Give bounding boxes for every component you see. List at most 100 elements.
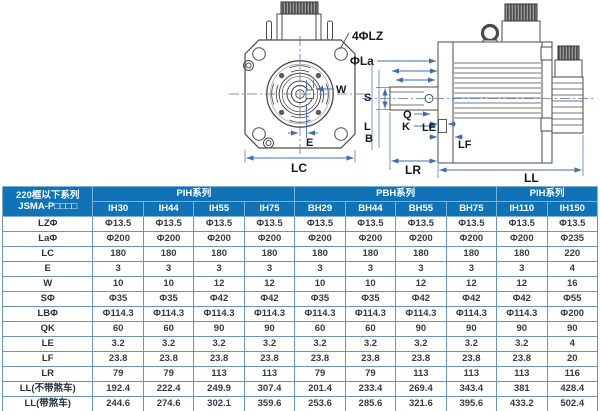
spec-cell: 10 [344, 276, 397, 292]
table-row: LL(不带煞车) 192.4 222.4 249.9 307.4 201.4 233.4 26… [1, 381, 599, 397]
spec-cell: 253.6 [294, 396, 346, 411]
spec-cell: Φ114.3 [294, 306, 346, 322]
spec-cell: Φ13.5 [546, 216, 599, 232]
encoder-housing [551, 76, 584, 134]
series-header: PIH系列 [496, 186, 598, 202]
spec-cell: 116 [546, 366, 599, 382]
dim-label-e: E [306, 137, 313, 149]
spec-table: 220框以下系列 JSMA-P□□□□ PIH系列 PBH系列 PIH系列 IH30 IH4… [1, 186, 599, 411]
spec-cell: 3.2 [243, 336, 296, 352]
spec-cell: 395.6 [445, 396, 498, 411]
spec-cell: 16 [546, 276, 599, 292]
bolt-hole [252, 127, 266, 141]
spec-cell: 60 [344, 321, 397, 337]
row-label: LZΦ [1, 216, 94, 232]
spec-cell: 321.6 [395, 396, 447, 411]
spec-cell: 502.4 [546, 396, 599, 411]
spec-cell: Φ42 [445, 291, 498, 307]
row-label: LR [1, 366, 94, 382]
spec-cell: Φ42 [193, 291, 245, 307]
spec-cell: 10 [92, 276, 144, 292]
spec-cell: 3.2 [92, 336, 144, 352]
spec-cell: 20 [546, 351, 599, 367]
spec-cell: 180 [344, 246, 397, 262]
spec-cell: Φ200 [496, 231, 548, 247]
spec-cell: 90 [243, 321, 296, 337]
dim-label-lf: LF [458, 139, 472, 151]
spec-cell: 201.4 [294, 381, 346, 397]
spec-cell: Φ13.5 [395, 216, 447, 232]
spec-cell: 12 [243, 276, 296, 292]
spec-cell: 3.2 [496, 336, 548, 352]
spec-cell: 79 [344, 366, 397, 382]
spec-cell: Φ114.3 [243, 306, 296, 322]
bolt-hole [252, 47, 266, 61]
spec-cell: 3.2 [344, 336, 397, 352]
spec-cell: 23.8 [496, 351, 548, 367]
row-label: LC [1, 246, 94, 262]
dim-label-la: ΦLa [350, 54, 374, 68]
spec-cell: 249.9 [193, 381, 245, 397]
spec-cell: 192.4 [92, 381, 144, 397]
side-connector-cap [504, 3, 538, 22]
spec-cell: 3.2 [193, 336, 245, 352]
spec-cell: 10 [142, 276, 195, 292]
spec-cell: 3 [92, 261, 144, 277]
series-header: PBH系列 [294, 186, 498, 202]
side-view [389, 3, 584, 164]
front-flange-plate [437, 41, 454, 164]
spec-cell: 180 [243, 246, 296, 262]
spec-cell: 180 [445, 246, 498, 262]
spec-cell: Φ13.5 [142, 216, 195, 232]
dim-label-s: S [364, 92, 371, 104]
table-row: LR 79 79 113 113 79 79 113 113 113 116 [1, 366, 599, 382]
spec-cell: 233.4 [344, 381, 397, 397]
spec-cell: 3 [243, 261, 296, 277]
table-row: LE 3.2 3.2 3.2 3.2 3.2 3.2 3.2 3.2 3.2 4 [1, 336, 599, 352]
dim-label-w: W [336, 84, 347, 96]
row-label: W [1, 276, 94, 292]
spec-cell: 3 [193, 261, 245, 277]
spec-cell: 3 [344, 261, 397, 277]
spec-cell: 90 [496, 321, 548, 337]
spec-cell: 113 [496, 366, 548, 382]
spec-cell: Φ35 [294, 291, 346, 307]
table-row: LF 23.8 23.8 23.8 23.8 23.8 23.8 23.8 23.8 23.8 20 [1, 351, 599, 367]
spec-cell: 180 [496, 246, 548, 262]
spec-cell: 180 [193, 246, 245, 262]
spec-cell: 79 [294, 366, 346, 382]
spec-cell: Φ13.5 [92, 216, 144, 232]
spec-cell: 79 [92, 366, 144, 382]
row-label: LaΦ [1, 231, 94, 247]
model-header: IH150 [546, 201, 599, 217]
spec-cell: 23.8 [193, 351, 245, 367]
model-header: BH55 [395, 201, 447, 217]
encoder-connector-cap [557, 45, 580, 61]
spec-cell: 428.4 [546, 381, 599, 397]
spec-cell: 4 [546, 336, 599, 352]
spec-cell: 90 [546, 321, 599, 337]
series-header: PIH系列 [92, 186, 296, 202]
spec-cell: Φ114.3 [92, 306, 144, 322]
front-view [243, 1, 356, 149]
spec-cell: 60 [294, 321, 346, 337]
spec-cell: 220 [546, 246, 599, 262]
spec-cell: Φ200 [294, 231, 346, 247]
spec-cell: Φ114.3 [445, 306, 498, 322]
row-label: LBΦ [1, 306, 94, 322]
spec-cell: 285.6 [344, 396, 397, 411]
spec-cell: Φ42 [243, 291, 296, 307]
spec-cell: 3.2 [395, 336, 447, 352]
corner-header: 220框以下系列 JSMA-P□□□□ [1, 186, 94, 217]
spec-cell: Φ114.3 [496, 306, 548, 322]
spec-cell: 3 [496, 261, 548, 277]
spec-cell: 244.6 [92, 396, 144, 411]
row-label: SΦ [1, 291, 94, 307]
spec-cell: 269.4 [395, 381, 447, 397]
spec-cell: 3 [294, 261, 346, 277]
spec-cell: 3 [142, 261, 195, 277]
dim-label-k: K [402, 121, 410, 133]
spec-cell: 23.8 [243, 351, 296, 367]
dim-label-q: Q [403, 109, 412, 121]
row-label: LF [1, 351, 94, 367]
